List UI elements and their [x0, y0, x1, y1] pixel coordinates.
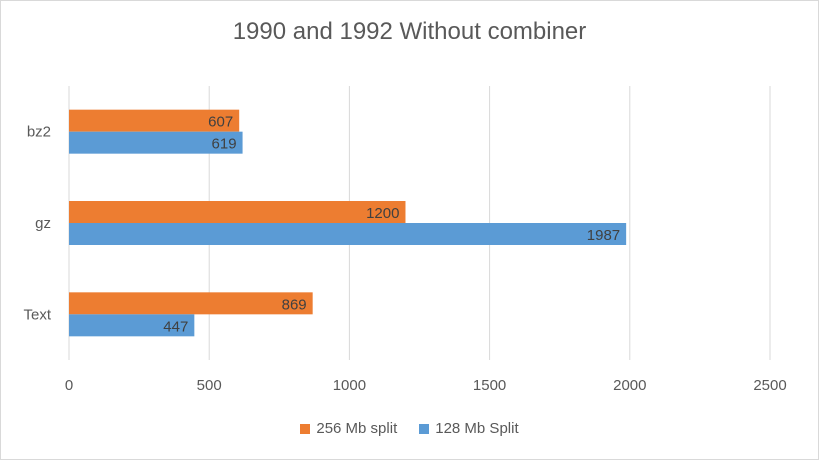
- data-label: 1987: [587, 227, 620, 244]
- legend: 256 Mb split 128 Mb Split: [0, 420, 819, 437]
- bar-bz2-series-0: [69, 109, 240, 132]
- bar-text-series-0: [69, 292, 313, 315]
- bar-text-series-1: [69, 314, 195, 337]
- data-label: 447: [163, 318, 188, 335]
- x-tick-label: 2500: [753, 377, 786, 394]
- category-label-bz2: bz2: [27, 124, 51, 141]
- legend-swatch-256mb: [300, 423, 311, 434]
- bar-gz-series-1: [69, 223, 627, 245]
- legend-label-256mb: 256 Mb split: [316, 420, 398, 437]
- x-tick-label: 1000: [333, 377, 366, 394]
- x-tick-label: 1500: [473, 377, 506, 394]
- category-label-gz: gz: [35, 215, 51, 232]
- bar-gz-series-0: [69, 201, 406, 223]
- x-tick-label: 500: [197, 377, 222, 394]
- data-label: 607: [208, 114, 233, 131]
- legend-item-256mb: 256 Mb split: [300, 420, 397, 437]
- legend-label-128mb: 128 Mb Split: [435, 420, 519, 437]
- data-label: 869: [282, 296, 307, 313]
- x-tick-label: 2000: [613, 377, 646, 394]
- bar-bz2-series-1: [69, 131, 243, 154]
- chart-title: 1990 and 1992 Without combiner: [232, 18, 587, 45]
- legend-item-128mb: 128 Mb Split: [419, 420, 519, 437]
- legend-swatch-128mb: [419, 423, 430, 434]
- x-tick-label: 0: [65, 377, 73, 394]
- data-label: 619: [212, 136, 237, 153]
- category-label-text: Text: [23, 306, 51, 323]
- data-label: 1200: [366, 205, 399, 222]
